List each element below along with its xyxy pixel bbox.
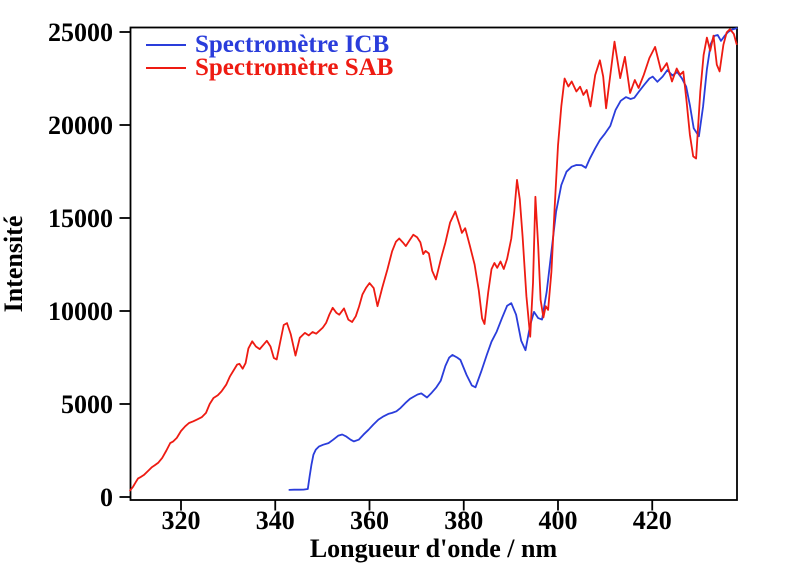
series-line-icb <box>288 27 738 491</box>
x-tick-label: 320 <box>162 506 201 535</box>
x-tick-label: 400 <box>538 506 577 535</box>
y-tick-label: 5000 <box>61 390 113 419</box>
y-tick-label: 10000 <box>48 297 113 326</box>
legend-line-sab-icon <box>146 66 186 69</box>
series-line-sab <box>129 28 738 492</box>
x-tick-label: 380 <box>444 506 483 535</box>
legend-entry-icb: Spectromètre ICB <box>146 30 393 58</box>
legend-entry-sab: Spectromètre SAB <box>146 53 394 81</box>
y-tick-label: 15000 <box>48 204 113 233</box>
legend-label-icb: Spectromètre ICB <box>195 30 390 58</box>
x-tick-label: 420 <box>633 506 672 535</box>
y-axis-title: Intensité <box>0 215 28 313</box>
x-axis-title: Longueur d'onde / nm <box>309 534 558 563</box>
x-tick-label: 340 <box>256 506 295 535</box>
legend: Spectromètre ICB Spectromètre SAB <box>146 30 394 81</box>
y-tick-label: 25000 <box>48 18 113 47</box>
y-tick-label: 0 <box>100 483 113 512</box>
x-tick-label: 360 <box>350 506 389 535</box>
legend-line-icb-icon <box>146 43 186 46</box>
y-tick-label: 20000 <box>48 111 113 140</box>
plot-frame <box>129 26 738 501</box>
legend-label-sab: Spectromètre SAB <box>195 53 394 81</box>
